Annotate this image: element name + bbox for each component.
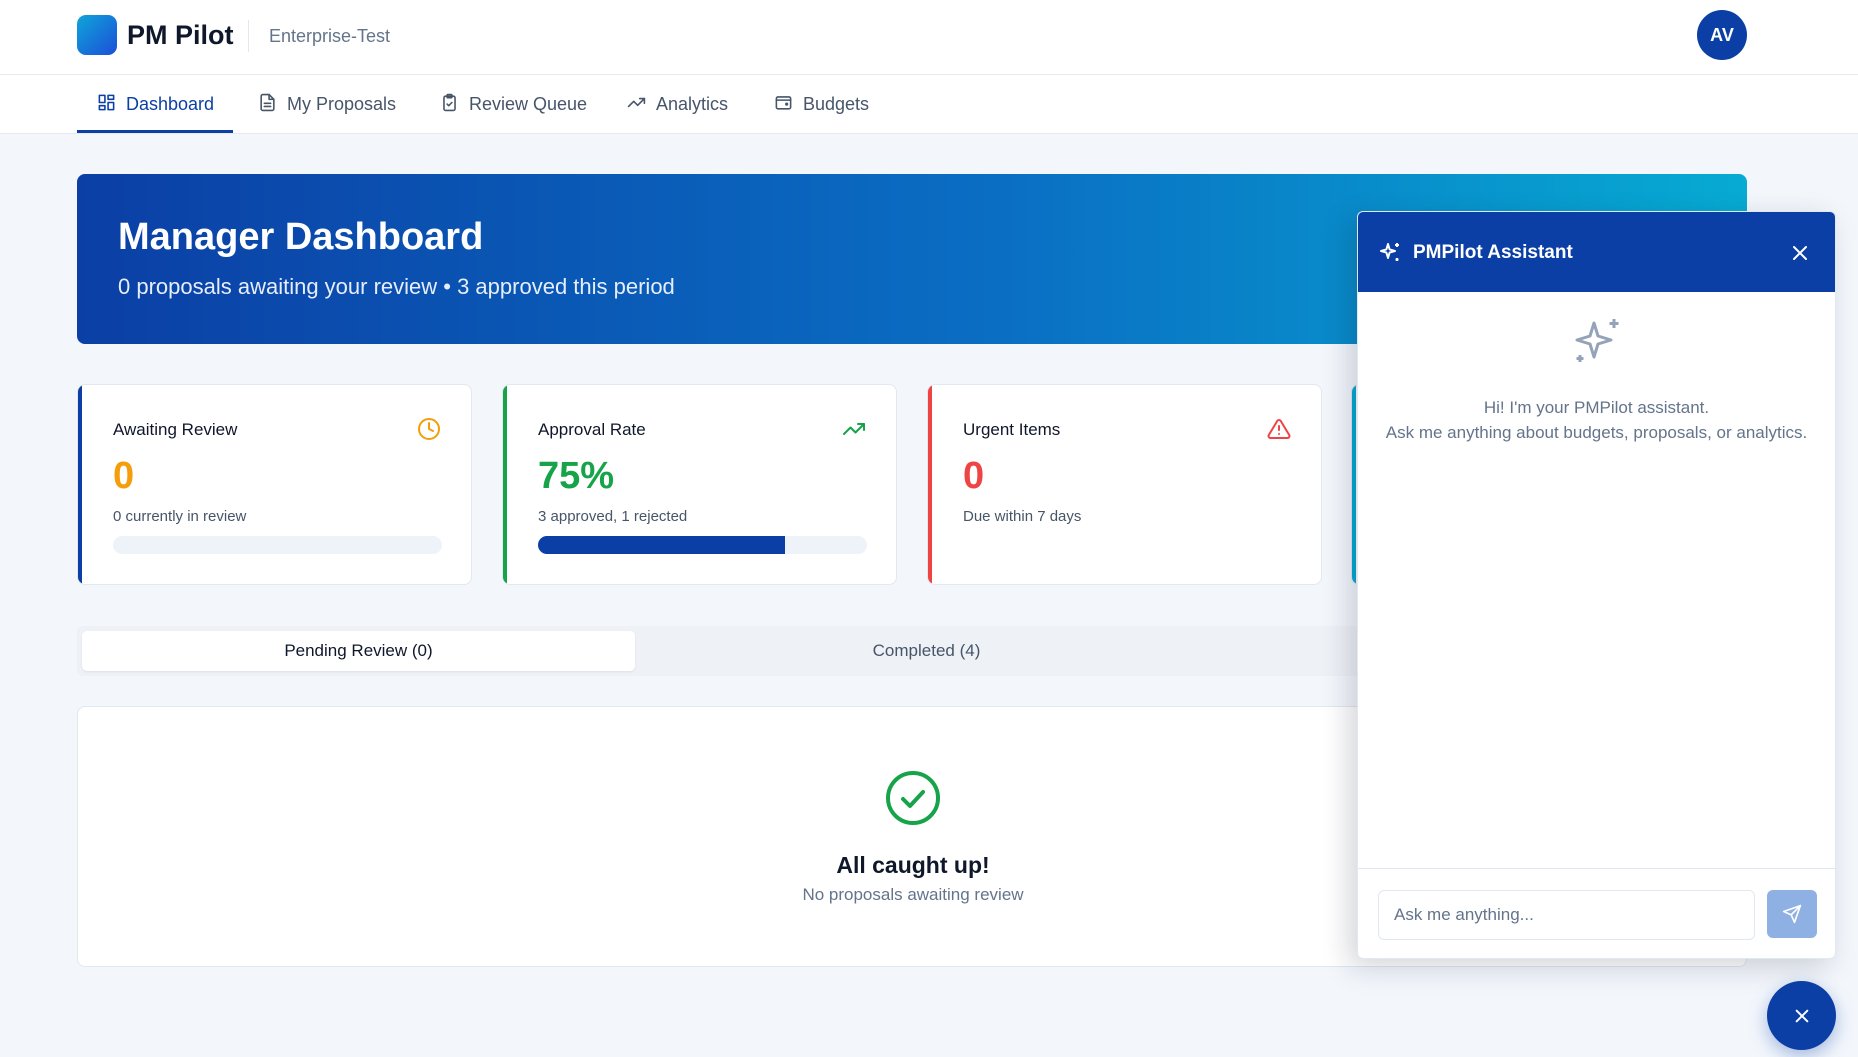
active-tab-underline	[77, 130, 233, 133]
brand-name[interactable]: PM Pilot	[127, 20, 234, 50]
stat-card-awaiting-review: Awaiting Review 0 0 currently in review	[77, 384, 472, 585]
card-accent-border	[1352, 385, 1356, 584]
nav-tab-label: My Proposals	[287, 94, 397, 114]
stat-note: 3 approved, 1 rejected	[538, 508, 688, 525]
greeting-line: Hi! I'm your PMPilot assistant.	[1483, 398, 1710, 417]
stat-value: 75%	[538, 455, 615, 497]
nav-tab-label: Review Queue	[469, 94, 588, 114]
assistant-header: PMPilot Assistant	[1358, 212, 1835, 292]
nav-tab-dashboard[interactable]: Dashboard	[97, 75, 214, 134]
top-header: PM Pilot Enterprise-Test AV	[0, 0, 1858, 75]
awaiting-progress-bar	[113, 536, 442, 554]
nav-tab-label: Budgets	[803, 94, 870, 114]
check-circle-icon	[886, 771, 940, 825]
stat-note: Due within 7 days	[963, 508, 1082, 525]
app-logo-icon[interactable]	[77, 15, 117, 55]
assistant-toggle-button[interactable]	[1767, 981, 1836, 1050]
stat-value: 0	[113, 455, 135, 497]
assistant-input-area	[1358, 868, 1835, 958]
nav-tab-label: Analytics	[656, 94, 729, 114]
greeting-line: Ask me anything about budgets, proposals…	[1385, 423, 1808, 442]
clock-icon	[417, 417, 441, 441]
close-icon[interactable]	[1791, 244, 1809, 262]
nav-tab-budgets[interactable]: Budgets	[774, 75, 869, 134]
stat-card-approval-rate: Approval Rate 75% 3 approved, 1 rejected	[502, 384, 897, 585]
trending-up-icon	[627, 93, 646, 117]
document-icon	[258, 93, 277, 117]
approval-progress-bar	[538, 536, 867, 554]
tab-pending-review[interactable]: Pending Review (0)	[82, 631, 635, 671]
main-nav: Dashboard My Proposals Review Queue Anal…	[0, 75, 1858, 134]
sparkle-icon	[1380, 243, 1399, 261]
close-icon	[1795, 1009, 1808, 1022]
nav-tab-my-proposals[interactable]: My Proposals	[258, 75, 396, 134]
send-icon	[1782, 904, 1802, 924]
sparkle-icon	[1575, 319, 1619, 362]
hero-banner: Manager Dashboard 0 proposals awaiting y…	[77, 174, 1747, 344]
empty-state-title: All caught up!	[836, 852, 990, 878]
page-subtitle: 0 proposals awaiting your review • 3 app…	[118, 274, 675, 299]
page-title: Manager Dashboard	[118, 216, 484, 258]
card-accent-border	[503, 385, 507, 584]
nav-tab-review-queue[interactable]: Review Queue	[440, 75, 587, 134]
nav-tab-label: Dashboard	[126, 94, 215, 114]
nav-tab-analytics[interactable]: Analytics	[627, 75, 728, 134]
trending-up-icon	[842, 417, 866, 441]
header-divider	[248, 20, 249, 52]
card-accent-border	[78, 385, 82, 584]
assistant-greeting: Hi! I'm your PMPilot assistant. Ask me a…	[1358, 395, 1835, 445]
clipboard-check-icon	[440, 93, 459, 117]
ask-input[interactable]	[1378, 890, 1755, 940]
send-button[interactable]	[1767, 890, 1817, 938]
empty-state-subtitle: No proposals awaiting review	[802, 885, 1024, 904]
stat-note: 0 currently in review	[113, 508, 247, 525]
wallet-icon	[774, 93, 793, 117]
dashboard-grid-icon	[97, 93, 116, 117]
stat-card-urgent-items: Urgent Items 0 Due within 7 days	[927, 384, 1322, 585]
alert-triangle-icon	[1267, 417, 1291, 441]
user-avatar[interactable]: AV	[1697, 10, 1747, 60]
progress-fill	[538, 536, 785, 554]
tab-completed[interactable]: Completed (4)	[872, 641, 981, 660]
stat-title: Urgent Items	[963, 420, 1061, 439]
stat-title: Approval Rate	[538, 420, 646, 439]
assistant-title: PMPilot Assistant	[1413, 242, 1573, 263]
card-accent-border	[928, 385, 932, 584]
assistant-panel: PMPilot Assistant Hi! I'm your PMPilot a…	[1357, 211, 1836, 959]
workspace-name: Enterprise-Test	[269, 26, 391, 46]
stat-value: 0	[963, 455, 985, 497]
stat-title: Awaiting Review	[113, 420, 238, 439]
